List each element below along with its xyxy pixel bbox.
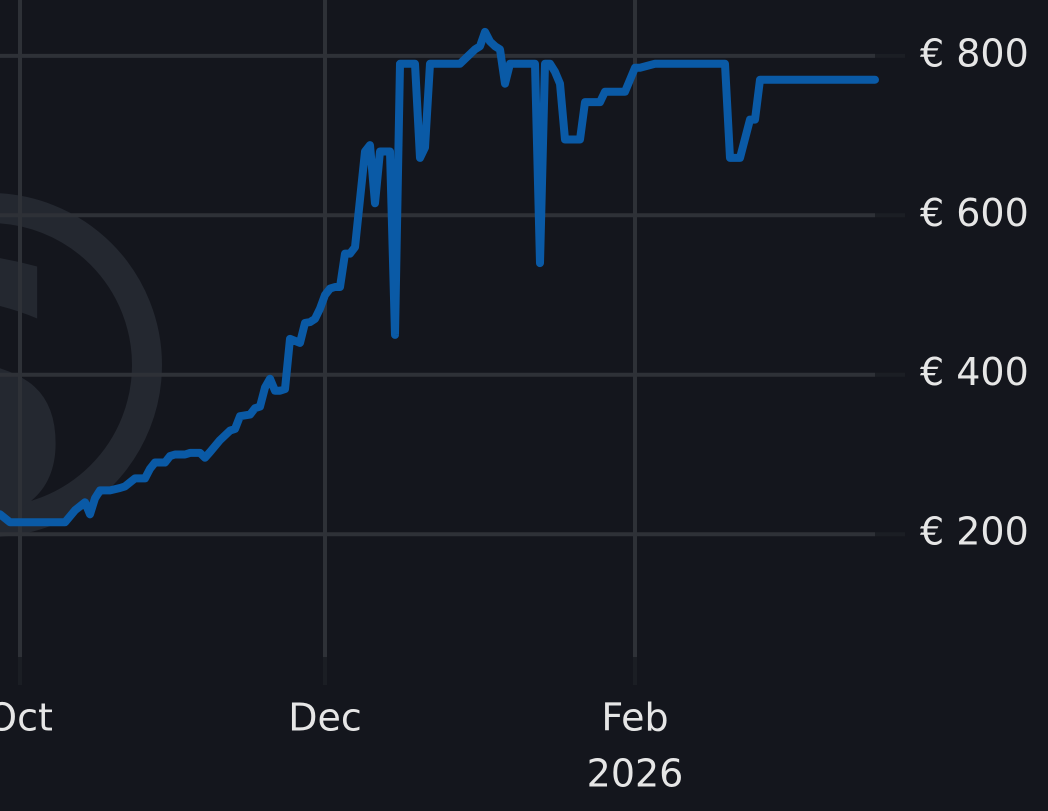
y-tick-label: € 400 [920, 350, 1029, 394]
x-tick-label: Feb [601, 696, 668, 740]
watermark-glyph: $ [0, 136, 84, 625]
series-layer [0, 27, 879, 527]
y-tick-label: € 200 [920, 510, 1029, 554]
x-axis: Oct Dec Feb 2026 [0, 657, 683, 796]
y-tick-label: € 600 [920, 191, 1029, 235]
x-year-label: 2026 [587, 752, 684, 796]
y-axis: € 200 € 400 € 600 € 800 [875, 31, 1029, 554]
y-tick-label: € 800 [920, 31, 1029, 75]
dollar-circle-icon: $ [0, 136, 162, 625]
x-tick-label: Oct [0, 696, 53, 740]
x-tick-label: Dec [288, 696, 362, 740]
grid [0, 0, 875, 657]
series-line [0, 27, 879, 527]
watermark-ring [0, 193, 162, 537]
